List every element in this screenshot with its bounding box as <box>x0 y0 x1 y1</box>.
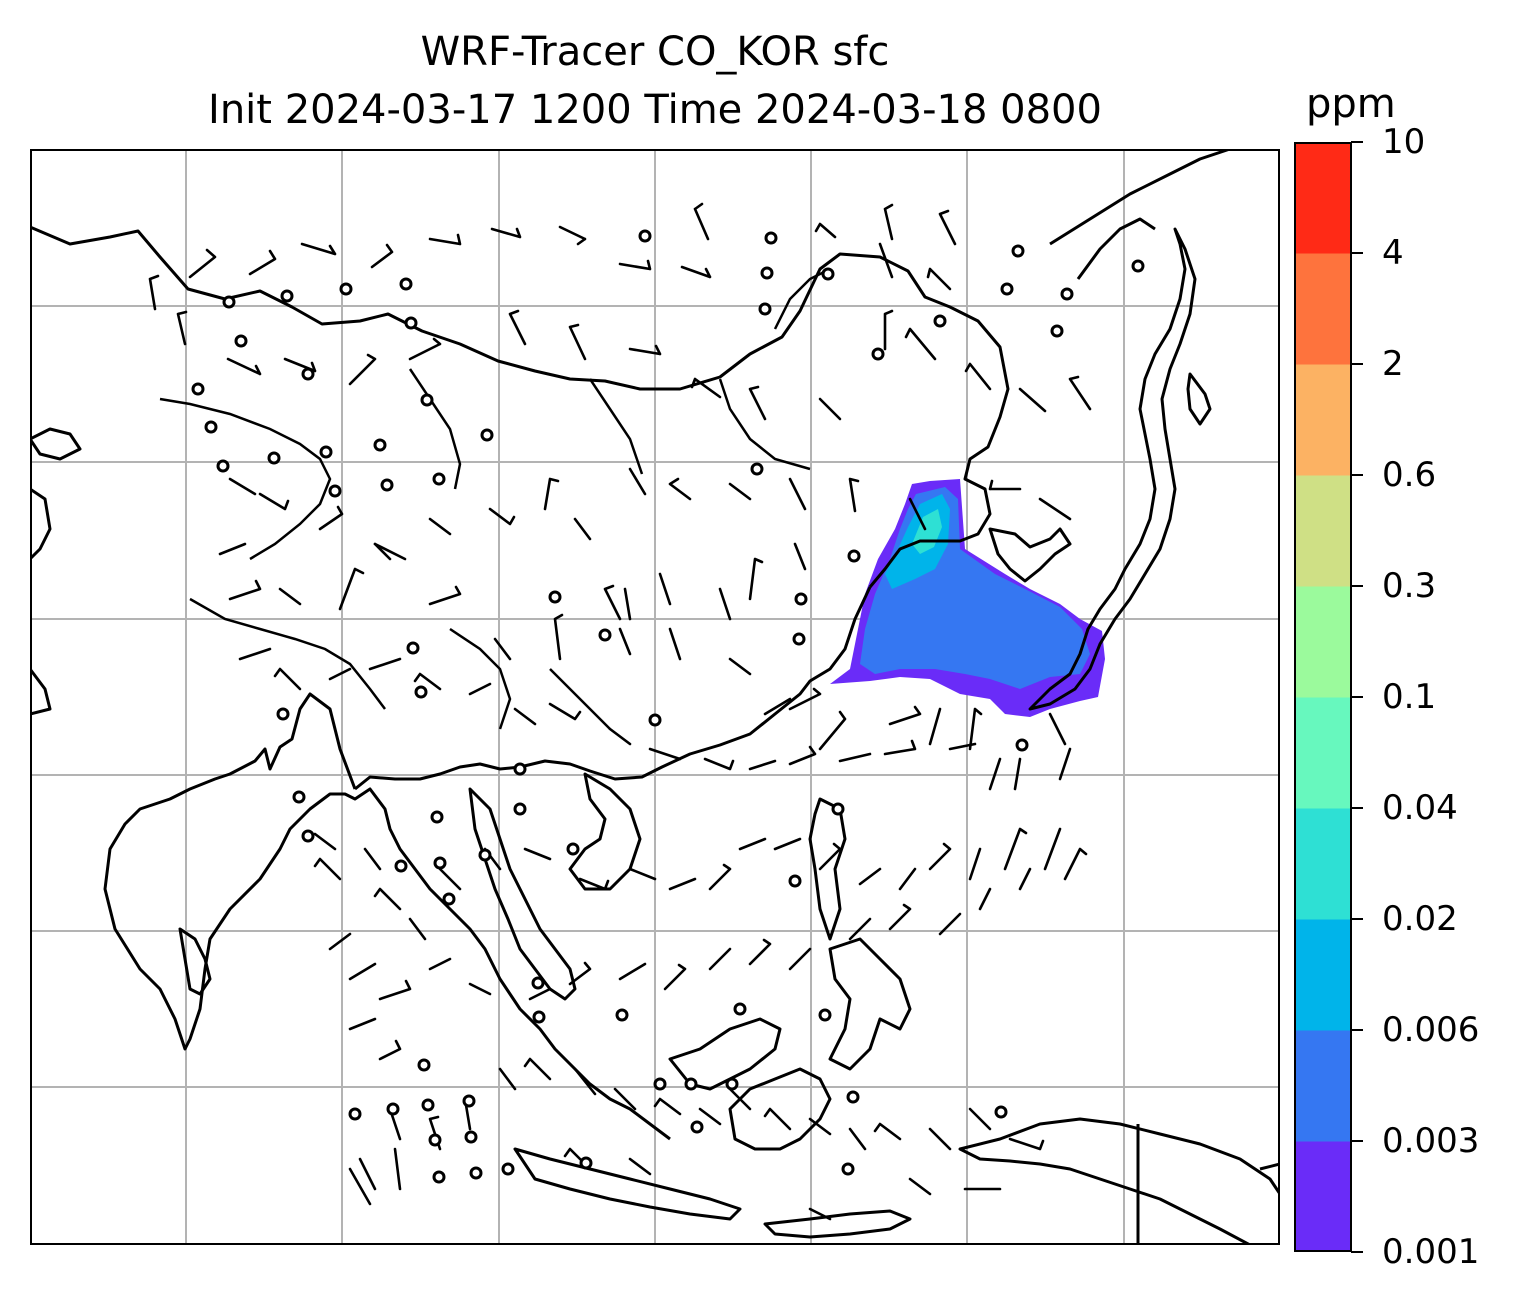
colorbar-tick-mark <box>1351 1029 1363 1031</box>
colorbar-tick-label: 0.1 <box>1382 677 1437 717</box>
colorbar-tick-mark <box>1351 252 1363 254</box>
colorbar-block-6 <box>1294 475 1352 587</box>
coastlines <box>30 149 1280 1245</box>
colorbar-tick-mark <box>1351 141 1363 143</box>
map-frame <box>30 149 1280 1245</box>
colorbar-block-0 <box>1294 1141 1352 1252</box>
colorbar-tick-mark <box>1351 1140 1363 1142</box>
tracer-plume <box>830 479 1105 717</box>
colorbar-block-3 <box>1294 808 1352 920</box>
colorbar-tick-label: 2 <box>1382 344 1404 384</box>
colorbar-tick-label: 0.006 <box>1382 1010 1480 1050</box>
colorbar-units-label: ppm <box>1306 81 1396 127</box>
colorbar-tick-label: 0.02 <box>1382 899 1458 939</box>
map-panel <box>30 149 1280 1245</box>
calm-circles <box>191 229 1145 1184</box>
colorbar-tick-label: 0.6 <box>1382 455 1437 495</box>
colorbar-tick-label: 10 <box>1382 122 1426 162</box>
colorbar-block-2 <box>1294 919 1352 1031</box>
colorbar-block-1 <box>1294 1030 1352 1142</box>
map-title-line2: Init 2024-03-17 1200 Time 2024-03-18 080… <box>208 87 1102 133</box>
colorbar-tick-mark <box>1351 363 1363 365</box>
colorbar-block-8 <box>1294 253 1352 365</box>
map-title-line1: WRF-Tracer CO_KOR sfc <box>420 29 890 75</box>
colorbar-tick-mark <box>1351 918 1363 920</box>
colorbar-tick-mark <box>1351 807 1363 809</box>
colorbar-tick-label: 0.003 <box>1382 1121 1480 1161</box>
colorbar-block-7 <box>1294 364 1352 476</box>
colorbar-block-9 <box>1294 142 1352 254</box>
colorbar-tick-mark <box>1351 1251 1363 1253</box>
country-borders <box>159 267 831 730</box>
colorbar-tick-mark <box>1351 696 1363 698</box>
wind-barbs <box>148 202 1092 1221</box>
colorbar-tick-mark <box>1351 474 1363 476</box>
colorbar <box>1294 142 1352 1252</box>
colorbar-tick-label: 4 <box>1382 233 1404 273</box>
colorbar-tick-label: 0.001 <box>1382 1232 1480 1272</box>
colorbar-tick-label: 0.04 <box>1382 788 1458 828</box>
colorbar-tick-label: 0.3 <box>1382 566 1437 606</box>
plume-layer-0.003 <box>860 487 1090 689</box>
colorbar-tick-mark <box>1351 585 1363 587</box>
colorbar-block-4 <box>1294 697 1352 809</box>
colorbar-block-5 <box>1294 586 1352 698</box>
colorbar-blocks <box>1294 142 1352 1252</box>
